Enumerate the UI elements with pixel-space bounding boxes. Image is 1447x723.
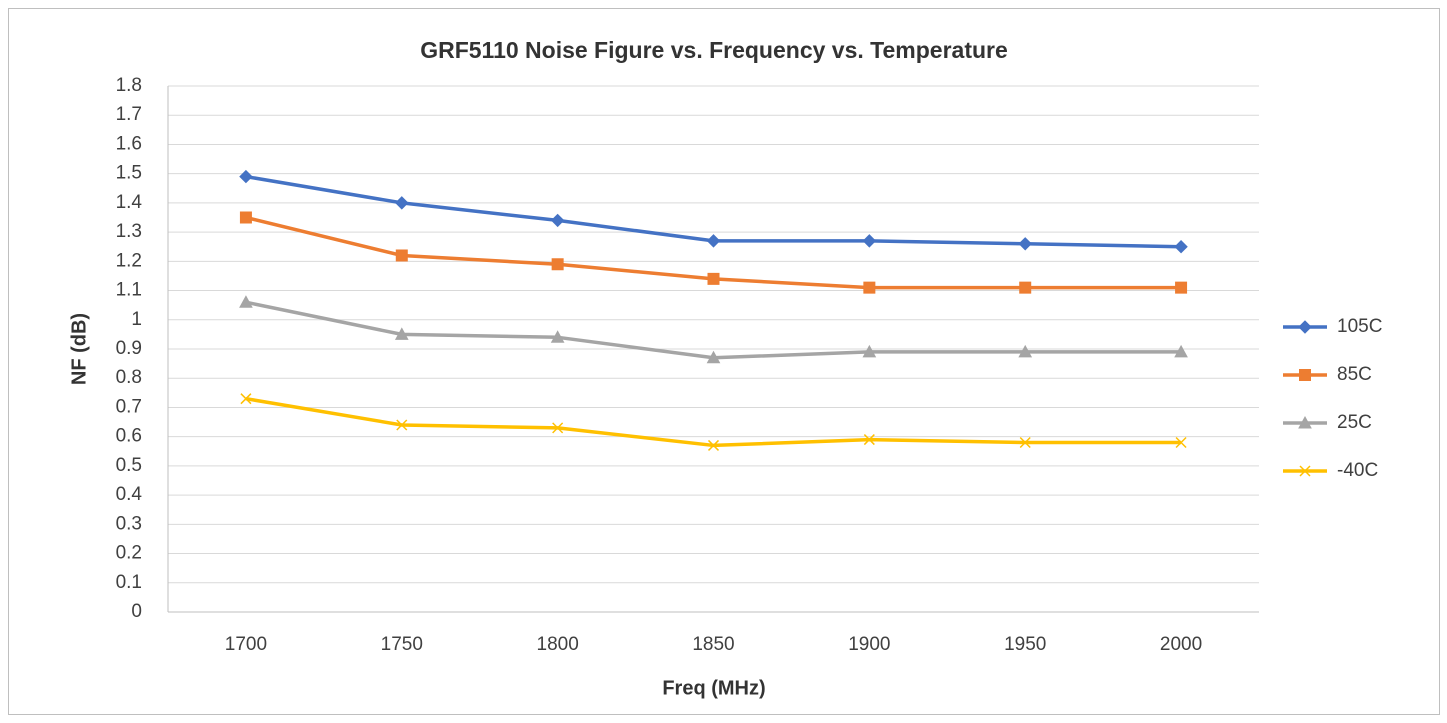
y-tick-label: 1.5: [116, 163, 142, 184]
y-axis-title: NF (dB): [68, 313, 90, 385]
y-tick-label: 1.4: [116, 192, 143, 213]
data-point: [396, 419, 408, 431]
data-point: [863, 434, 875, 446]
legend-label: 105C: [1337, 316, 1382, 337]
y-tick-label: 0.8: [116, 367, 142, 388]
data-point: [1018, 344, 1033, 358]
data-point: [1174, 240, 1188, 254]
x-tick-label: 1850: [692, 634, 734, 655]
data-point: [862, 234, 877, 248]
x-tick-label: 1900: [848, 634, 890, 655]
x-tick-label: 1750: [381, 634, 423, 655]
y-tick-label: 1.6: [116, 133, 142, 154]
chart-border: [8, 8, 1440, 715]
data-point: [1019, 436, 1031, 449]
legend-label: -40C: [1337, 460, 1378, 481]
data-point: [706, 350, 721, 364]
legend-label: 25C: [1337, 412, 1372, 433]
data-point: [863, 281, 876, 294]
y-tick-label: 0.3: [116, 513, 142, 534]
data-point: [239, 295, 253, 308]
y-tick-label: 1.1: [116, 280, 142, 301]
x-tick-label: 1800: [537, 634, 579, 655]
y-tick-label: 1.8: [116, 75, 142, 96]
x-axis-title: Freq (MHz): [662, 677, 765, 699]
data-point: [862, 344, 877, 358]
y-tick-label: 0.5: [116, 455, 142, 476]
legend-marker: [1298, 320, 1312, 334]
legend-marker: [1299, 369, 1311, 381]
data-point: [1175, 436, 1187, 449]
y-tick-label: 0.2: [116, 543, 142, 564]
data-point: [706, 234, 721, 248]
data-point: [707, 272, 720, 285]
x-tick-label: 2000: [1160, 634, 1202, 655]
data-point: [394, 327, 409, 340]
data-point: [707, 439, 720, 451]
chart-title: GRF5110 Noise Figure vs. Frequency vs. T…: [420, 37, 1008, 63]
data-point: [550, 330, 565, 343]
y-tick-label: 0: [131, 601, 142, 622]
data-point: [395, 196, 409, 210]
legend-marker: [1299, 465, 1311, 477]
y-tick-label: 1.2: [116, 250, 142, 271]
data-point: [1175, 281, 1188, 294]
y-tick-label: 0.6: [116, 426, 142, 447]
data-point: [551, 258, 564, 271]
y-tick-label: 1.7: [116, 104, 142, 125]
y-tick-label: 1.3: [116, 221, 142, 242]
data-point: [395, 249, 408, 262]
y-tick-label: 0.4: [116, 484, 143, 505]
data-point: [240, 393, 252, 405]
data-point: [1019, 281, 1032, 294]
data-point: [1174, 344, 1188, 358]
y-tick-label: 1: [131, 309, 142, 330]
data-point: [552, 422, 564, 434]
legend-marker: [1298, 415, 1312, 429]
data-point: [239, 211, 252, 224]
x-tick-label: 1950: [1004, 634, 1046, 655]
y-tick-label: 0.7: [116, 396, 142, 417]
data-point: [1018, 237, 1032, 251]
data-point: [239, 169, 253, 184]
x-tick-label: 1700: [225, 634, 267, 655]
y-tick-label: 0.9: [116, 338, 142, 359]
data-point: [550, 213, 565, 228]
y-tick-label: 0.1: [116, 572, 142, 593]
legend-label: 85C: [1337, 364, 1372, 385]
